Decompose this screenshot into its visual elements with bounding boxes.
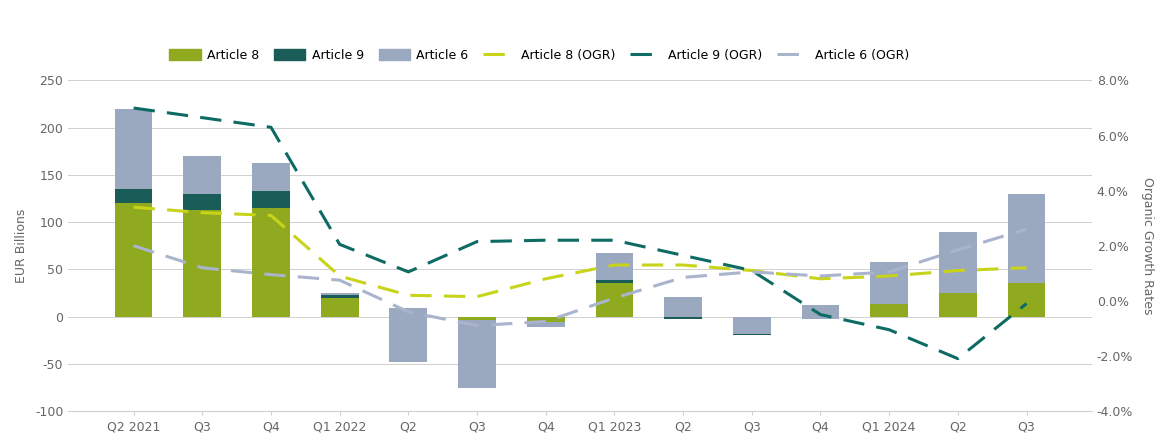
Bar [595, 280, 634, 284]
Bar [733, 317, 770, 334]
Bar [320, 295, 359, 297]
Bar [939, 288, 977, 317]
Bar [939, 232, 977, 293]
Bar [733, 317, 770, 336]
Bar [527, 322, 565, 323]
Bar [115, 203, 152, 317]
Bar [870, 300, 908, 317]
Bar [320, 297, 359, 317]
Bar [458, 320, 496, 388]
Bar [664, 318, 701, 319]
Bar [664, 317, 701, 319]
Bar [253, 191, 290, 208]
Bar [595, 284, 634, 317]
Bar [320, 293, 359, 295]
Bar [870, 300, 908, 304]
Bar [664, 297, 701, 318]
Bar [1008, 194, 1045, 284]
Bar [389, 308, 427, 310]
Bar [527, 322, 565, 327]
Bar [389, 310, 427, 317]
Bar [1008, 280, 1045, 284]
Bar [115, 189, 152, 203]
Bar [733, 334, 770, 336]
Y-axis label: EUR Billions: EUR Billions [15, 208, 28, 283]
Bar [870, 262, 908, 304]
Bar [458, 320, 496, 321]
Bar [184, 156, 221, 194]
Bar [253, 208, 290, 317]
Bar [939, 288, 977, 293]
Bar [389, 308, 427, 362]
Y-axis label: Organic Growth Rates: Organic Growth Rates [1141, 177, 1154, 314]
Bar [595, 253, 634, 280]
Bar [527, 317, 565, 323]
Bar [1008, 280, 1045, 317]
Bar [802, 305, 839, 319]
Bar [458, 317, 496, 321]
Bar [184, 194, 221, 210]
Legend: Article 8, Article 9, Article 6, Article 8 (OGR), Article 9 (OGR), Article 6 (OG: Article 8, Article 9, Article 6, Article… [165, 44, 914, 67]
Bar [184, 210, 221, 317]
Bar [115, 109, 152, 189]
Bar [802, 317, 839, 319]
Bar [253, 163, 290, 191]
